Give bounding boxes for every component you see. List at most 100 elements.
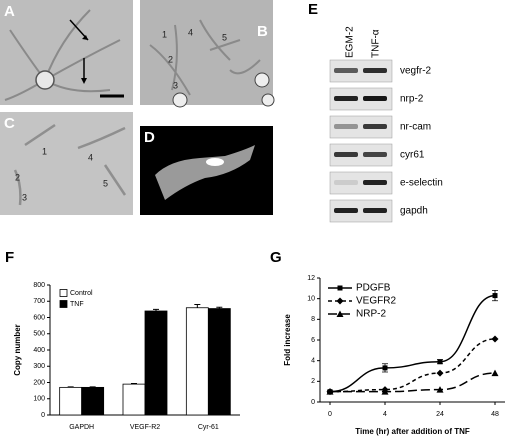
bar xyxy=(122,383,146,416)
blot-box xyxy=(329,171,393,195)
micrograph-c: 1 4 2 3 5 C xyxy=(0,112,133,215)
marker xyxy=(337,285,343,291)
bar xyxy=(144,310,168,416)
band xyxy=(334,124,358,129)
x-tick-label: GAPDH xyxy=(69,424,94,431)
band-label: vegfr-2 xyxy=(400,66,432,77)
band-label: nrp-2 xyxy=(400,94,424,105)
y-tick-label: 800 xyxy=(33,282,45,289)
marker xyxy=(336,297,344,305)
error-bar xyxy=(153,308,159,311)
marker xyxy=(491,369,499,377)
blot-box xyxy=(329,115,393,139)
cell-number: 4 xyxy=(88,152,93,162)
band-label: nr-cam xyxy=(400,122,431,133)
marker xyxy=(437,359,443,365)
lane-label: EGM-2 xyxy=(345,26,356,58)
micrograph-a: A xyxy=(0,0,133,105)
bar xyxy=(185,307,209,416)
marker xyxy=(492,293,498,299)
micrograph-b: 1 4 5 2 3 B xyxy=(140,0,275,108)
band xyxy=(363,68,387,73)
marker xyxy=(336,310,344,317)
band xyxy=(334,68,358,73)
band xyxy=(363,124,387,129)
cell-number: 5 xyxy=(103,178,108,188)
band-label: e-selectin xyxy=(400,178,443,189)
x-tick-label: 4 xyxy=(383,411,387,418)
x-axis-label: Time (hr) after addition of TNF xyxy=(355,427,470,436)
marker xyxy=(436,386,444,393)
panel-label: C xyxy=(4,115,15,132)
y-tick-label: 500 xyxy=(33,331,45,338)
y-tick-label: 8 xyxy=(311,316,315,323)
series-line xyxy=(329,338,496,393)
cell-number: 3 xyxy=(22,192,27,202)
cell-number: 1 xyxy=(162,29,167,39)
band xyxy=(363,152,387,157)
x-tick-label: Cyr-61 xyxy=(198,424,219,431)
blot-box xyxy=(329,87,393,111)
y-tick-label: 600 xyxy=(33,314,45,321)
error-bar xyxy=(194,304,201,308)
series-line xyxy=(329,294,496,393)
panel-label: G xyxy=(270,249,282,266)
y-tick-label: 0 xyxy=(311,399,315,406)
y-tick-label: 12 xyxy=(307,275,315,282)
legend-swatch xyxy=(59,289,68,297)
y-axis-label: Copy number xyxy=(13,324,22,376)
cell-number: 1 xyxy=(42,146,47,156)
y-tick-label: 4 xyxy=(311,358,315,365)
x-tick-label: 0 xyxy=(328,411,332,418)
legend-label: TNF xyxy=(70,301,84,308)
cell-number: 2 xyxy=(168,54,173,64)
x-tick-label: VEGF-R2 xyxy=(130,424,160,431)
legend-swatch xyxy=(59,300,68,308)
cell-number: 4 xyxy=(188,27,193,37)
micrograph-d: D xyxy=(140,126,273,215)
bar xyxy=(59,386,83,416)
band xyxy=(334,208,358,213)
band xyxy=(334,152,358,157)
x-tick-label: 48 xyxy=(491,411,499,418)
bar xyxy=(81,386,105,416)
legend-label: NRP-2 xyxy=(356,309,386,320)
x-tick-label: 24 xyxy=(436,411,444,418)
y-tick-label: 700 xyxy=(33,298,45,305)
cell-number: 3 xyxy=(173,80,178,90)
marker xyxy=(381,388,389,395)
series-line xyxy=(330,372,496,393)
legend-label: VEGFR2 xyxy=(356,296,396,307)
panel-label: F xyxy=(5,249,14,266)
cell-number: 2 xyxy=(15,172,20,182)
y-tick-label: 2 xyxy=(311,378,315,385)
y-tick-label: 6 xyxy=(311,337,315,344)
blot-box xyxy=(329,143,393,167)
error-bar xyxy=(216,306,223,309)
western-blot: E EGM-2 TNF-α vegfr-2 nrp-2 nr-cam cyr61 e-s… xyxy=(308,1,443,223)
band-label: cyr61 xyxy=(400,150,425,161)
band-label: gapdh xyxy=(400,206,428,217)
y-tick-label: 100 xyxy=(33,396,45,403)
marker xyxy=(436,369,444,377)
cell-number: 5 xyxy=(222,32,227,42)
bar xyxy=(207,308,231,416)
band xyxy=(363,208,387,213)
lane-label: TNF-α xyxy=(371,29,382,58)
band xyxy=(334,96,358,101)
marker xyxy=(491,335,499,343)
band xyxy=(334,180,358,185)
legend-label: PDGFB xyxy=(356,283,391,294)
y-tick-label: 10 xyxy=(307,296,315,303)
blot-box xyxy=(329,59,393,83)
panel-label: D xyxy=(144,129,155,146)
y-tick-label: 400 xyxy=(33,347,45,354)
marker xyxy=(326,388,334,395)
y-tick-label: 0 xyxy=(41,412,45,419)
band xyxy=(363,96,387,101)
panel-label: B xyxy=(257,23,268,40)
y-tick-label: 200 xyxy=(33,379,45,386)
y-tick-label: 300 xyxy=(33,363,45,370)
blot-box xyxy=(329,199,393,223)
